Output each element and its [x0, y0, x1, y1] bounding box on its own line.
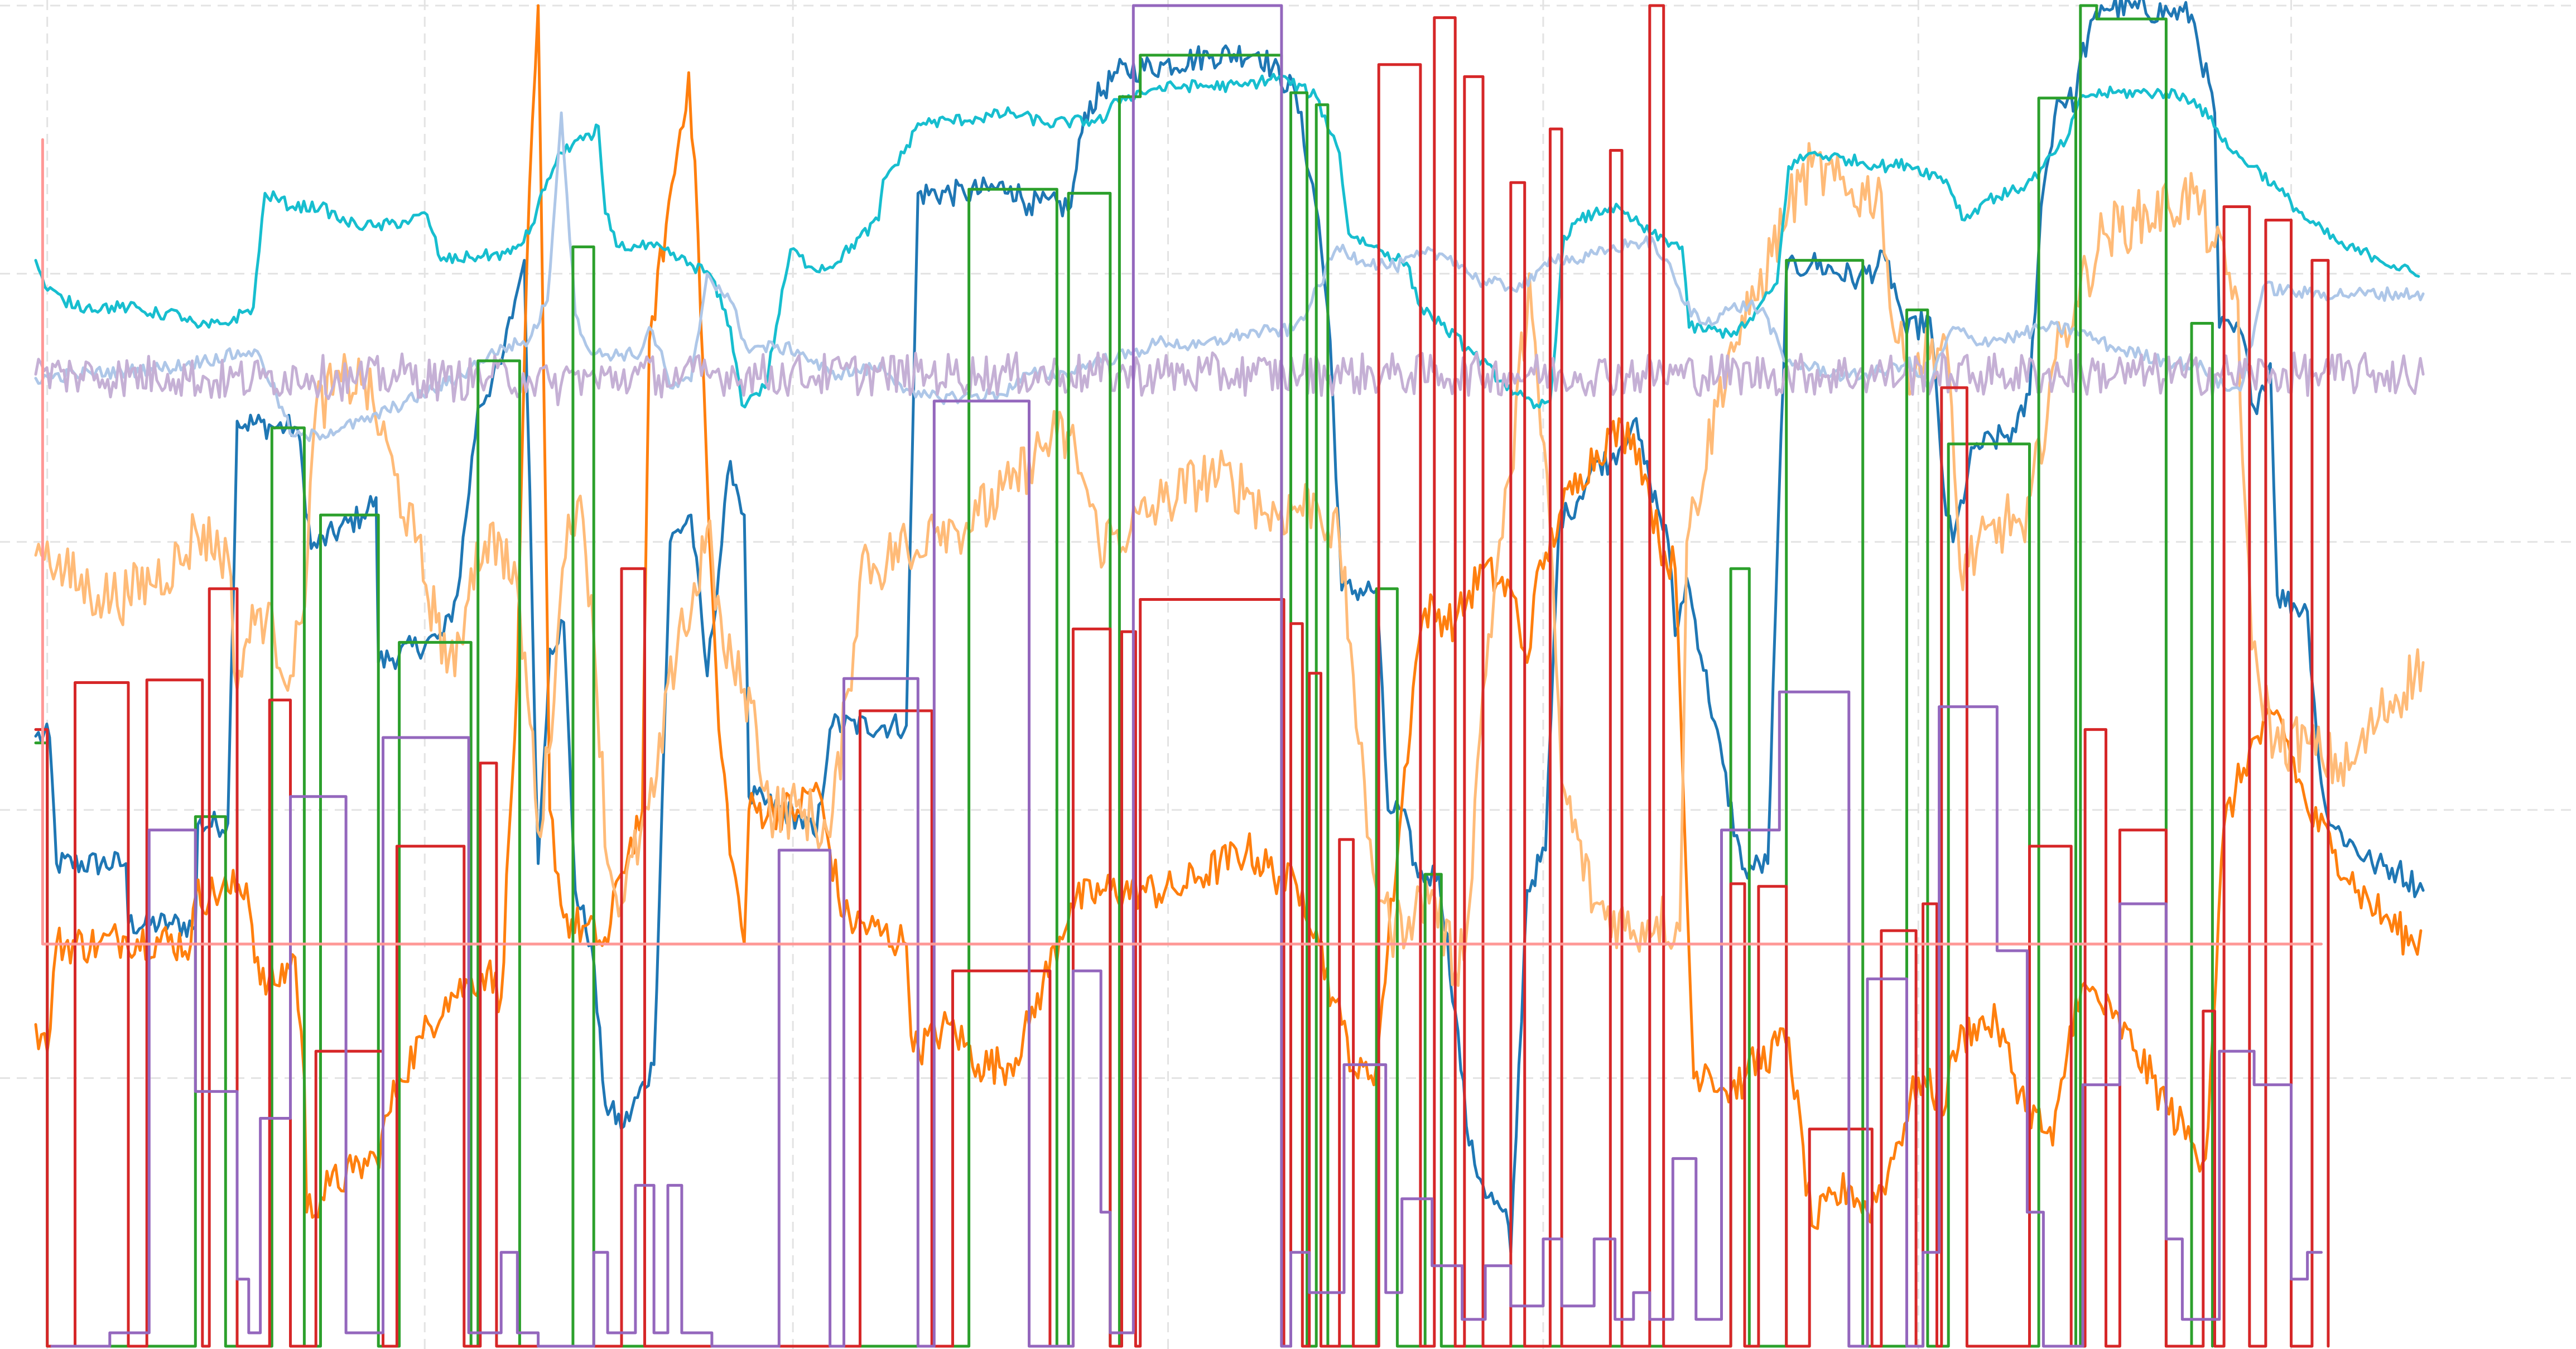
series-line-5	[34, 111, 2425, 442]
series-line-10	[41, 138, 2323, 946]
series-line-4	[34, 73, 2420, 409]
series-line-2	[34, 4, 2423, 1230]
series-group	[34, 0, 2425, 1348]
series-line-6	[34, 351, 2425, 407]
series-line-8	[34, 4, 2330, 1348]
series-line-3	[34, 142, 2425, 987]
series-line-1	[34, 0, 2425, 1254]
series-line-9	[50, 4, 2323, 1348]
